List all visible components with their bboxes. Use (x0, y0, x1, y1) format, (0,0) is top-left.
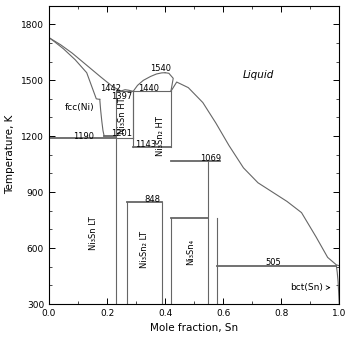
Text: Ni₃Sn HT: Ni₃Sn HT (119, 97, 127, 134)
Text: Ni₃Sn₂ LT: Ni₃Sn₂ LT (140, 232, 149, 268)
Text: Ni₃Sn₄: Ni₃Sn₄ (186, 239, 195, 265)
Text: 1201: 1201 (111, 129, 132, 138)
Text: 1397: 1397 (111, 93, 133, 101)
Text: 505: 505 (265, 259, 281, 267)
Text: 1442: 1442 (100, 84, 121, 93)
Text: 1143: 1143 (134, 140, 156, 149)
Text: 1190: 1190 (73, 132, 94, 141)
Text: Ni₃Sn₂ HT: Ni₃Sn₂ HT (156, 116, 165, 156)
Y-axis label: Temperature, K: Temperature, K (6, 115, 15, 195)
Text: 1540: 1540 (150, 63, 171, 73)
Text: Liquid: Liquid (242, 69, 274, 80)
Text: 1440: 1440 (138, 84, 159, 93)
Text: 1069: 1069 (200, 154, 221, 163)
Text: fcc(Ni): fcc(Ni) (65, 103, 95, 112)
Text: Ni₃Sn LT: Ni₃Sn LT (89, 216, 99, 250)
X-axis label: Mole fraction, Sn: Mole fraction, Sn (150, 323, 238, 334)
Text: bct(Sn): bct(Sn) (290, 283, 330, 292)
Text: 848: 848 (145, 195, 161, 204)
